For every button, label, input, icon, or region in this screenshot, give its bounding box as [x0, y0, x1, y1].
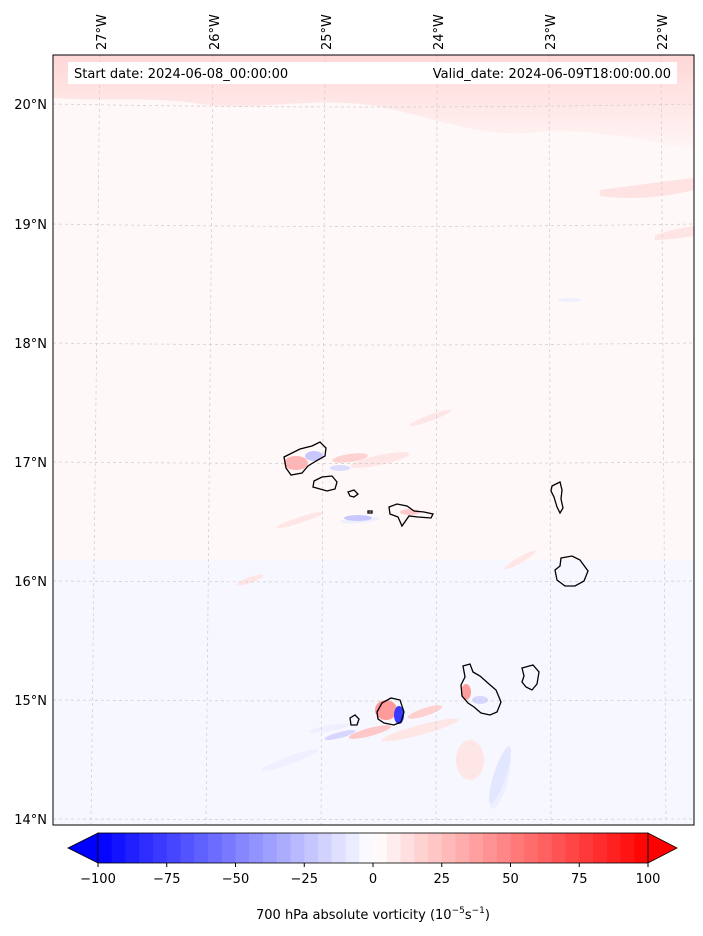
colorbar-swatch [634, 833, 649, 863]
colorbar-swatch [620, 833, 635, 863]
colorbar-swatch [455, 833, 470, 863]
island-sal [550, 481, 564, 515]
colorbar-swatch [386, 833, 401, 863]
colorbar-swatch [551, 833, 566, 863]
colorbar-swatch [318, 833, 333, 863]
colorbar-tick-label: −75 [153, 872, 180, 887]
colorbar-max-extend [647, 832, 678, 864]
lat-label-20n: 20°N [14, 98, 47, 113]
colorbar-tick-label: 100 [636, 872, 661, 887]
colorbar-swatch [524, 833, 539, 863]
colorbar-swatch [194, 833, 209, 863]
colorbar-swatch [496, 833, 511, 863]
vorticity-field [53, 55, 694, 825]
island-sao-vicente [312, 475, 338, 492]
island-branco [367, 510, 373, 514]
colorbar-swatch [593, 833, 608, 863]
colorbar-min-extend [67, 832, 99, 864]
island-maio [521, 664, 540, 691]
colorbar-tick-label: 50 [502, 872, 519, 887]
island-santiago [460, 663, 502, 716]
colorbar-swatch [125, 833, 140, 863]
date-header-box [68, 62, 677, 84]
colorbar-tick-label: −50 [222, 872, 249, 887]
colorbar-swatch [208, 833, 223, 863]
colorbar-swatch [414, 833, 429, 863]
colorbar-tick-label: −100 [80, 872, 116, 887]
lat-label-15n: 15°N [14, 694, 47, 709]
island-santo-antao [283, 441, 327, 476]
latitude-labels: 20°N 19°N 18°N 17°N 16°N 15°N 14°N [14, 98, 47, 828]
colorbar-swatch [400, 833, 415, 863]
colorbar-swatch [235, 833, 250, 863]
colorbar-swatch [263, 833, 278, 863]
colorbar-swatch [180, 833, 195, 863]
colorbar-swatch [373, 833, 388, 863]
colorbar-swatch [538, 833, 553, 863]
colorbar-swatch [579, 833, 594, 863]
colorbar-swatch [565, 833, 580, 863]
colorbar: −100 −75 −50 −25 0 25 50 75 100 700 hPa absolute… [67, 832, 678, 923]
colorbar-swatch [469, 833, 484, 863]
longitude-labels: 27°W 26°W 25°W 24°W 23°W 22°W [95, 14, 671, 50]
colorbar-swatch [331, 833, 346, 863]
colorbar-swatch [441, 833, 456, 863]
colorbar-tick-label: 0 [369, 872, 377, 887]
colorbar-swatch [276, 833, 291, 863]
colorbar-swatch [166, 833, 181, 863]
colorbar-swatch [153, 833, 168, 863]
lat-label-17n: 17°N [14, 456, 47, 471]
colorbar-swatch [304, 833, 319, 863]
lon-label-25w: 25°W [320, 14, 335, 50]
colorbar-swatch [359, 833, 374, 863]
colorbar-swatch [606, 833, 621, 863]
colorbar-swatch [139, 833, 154, 863]
colorbar-swatch [98, 833, 113, 863]
lon-label-26w: 26°W [208, 14, 223, 50]
island-brava [349, 714, 360, 726]
lat-label-16n: 16°N [14, 575, 47, 590]
lon-label-24w: 24°W [432, 14, 447, 50]
lon-label-22w: 22°W [656, 14, 671, 50]
colorbar-tick-label: 25 [433, 872, 450, 887]
lon-label-27w: 27°W [95, 14, 110, 50]
map-frame [52, 54, 695, 826]
island-santa-luzia [347, 489, 359, 498]
island-sao-nicolau [388, 503, 434, 528]
colorbar-swatch [428, 833, 443, 863]
colorbar-swatch [221, 833, 236, 863]
graticule [53, 55, 694, 825]
island-coastlines [283, 441, 589, 726]
colorbar-swatch [249, 833, 264, 863]
lon-label-23w: 23°W [544, 14, 559, 50]
colorbar-swatch [510, 833, 525, 863]
colorbar-swatch [345, 833, 360, 863]
valid-date-text: Valid_date: 2024-06-09T18:00:00.00 [433, 67, 671, 82]
colorbar-swatches [98, 833, 649, 863]
start-date-text: Start date: 2024-06-08_00:00:00 [74, 67, 288, 82]
colorbar-swatch [111, 833, 126, 863]
lat-label-14n: 14°N [14, 813, 47, 828]
lat-label-19n: 19°N [14, 218, 47, 233]
island-boa-vista [554, 555, 589, 587]
colorbar-swatch [483, 833, 498, 863]
colorbar-tick-label: −25 [291, 872, 318, 887]
colorbar-tick-label: 75 [571, 872, 588, 887]
colorbar-swatch [290, 833, 305, 863]
island-fogo [376, 697, 405, 726]
lat-label-18n: 18°N [14, 337, 47, 352]
colorbar-label: 700 hPa absolute vorticity (10−5s−1) [256, 906, 490, 923]
colorbar-ticks: −100 −75 −50 −25 0 25 50 75 100 [80, 863, 660, 887]
